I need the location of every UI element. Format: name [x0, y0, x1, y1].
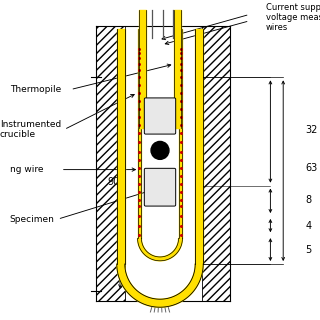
Text: 4: 4	[306, 220, 312, 231]
Bar	[96, 26, 125, 301]
Bar	[96, 26, 230, 301]
Text: 8: 8	[306, 195, 312, 205]
Text: Specimen: Specimen	[10, 215, 54, 224]
Circle shape	[151, 141, 169, 159]
Text: ng wire: ng wire	[10, 165, 43, 174]
Text: Instrumented
crucible: Instrumented crucible	[0, 120, 61, 139]
Polygon shape	[117, 264, 203, 307]
Text: Current supply
voltage measure
wires: Current supply voltage measure wires	[266, 3, 320, 33]
Polygon shape	[138, 238, 182, 261]
Text: 32: 32	[306, 124, 318, 135]
Text: 90: 90	[108, 177, 120, 188]
Text: Thermopile: Thermopile	[10, 85, 61, 94]
FancyBboxPatch shape	[144, 98, 176, 134]
Text: 5: 5	[306, 244, 312, 255]
Bar	[202, 26, 230, 301]
Text: 63: 63	[306, 163, 318, 173]
FancyBboxPatch shape	[144, 168, 176, 206]
